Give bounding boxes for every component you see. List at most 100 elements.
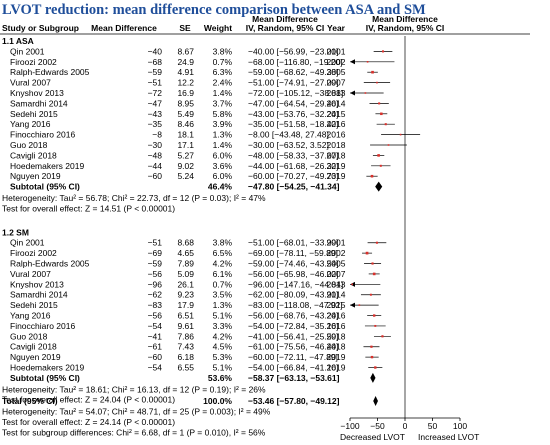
- total-diamond: [373, 396, 378, 406]
- chart-title: LVOT reduction: mean difference comparis…: [2, 2, 426, 18]
- study-mean-difference: −83: [148, 300, 163, 310]
- study-year: 2018: [327, 342, 346, 352]
- group-overall-test: Test for overall effect: Z = 14.51 (P < …: [2, 203, 175, 213]
- study-mean-difference: −40: [148, 46, 163, 56]
- study-weight: 6.0%: [213, 150, 233, 160]
- study-mean-difference: −68: [148, 57, 163, 67]
- study-se: 6.18: [177, 352, 194, 362]
- study-year: 2016: [327, 130, 346, 140]
- study-marker: [399, 133, 402, 136]
- study-marker: [374, 324, 377, 327]
- study-se: 12.2: [177, 78, 194, 88]
- study-ci: −62.00 [−80.09, −43.91]: [248, 290, 339, 300]
- study-marker: [381, 50, 385, 53]
- study-mean-difference: −8: [152, 130, 162, 140]
- study-name: Qin 2001: [10, 46, 45, 56]
- x-tick-label: −50: [370, 421, 385, 431]
- subtotal-weight: 53.6%: [208, 373, 233, 383]
- study-weight: 3.9%: [213, 119, 233, 129]
- study-marker: [378, 102, 381, 105]
- study-ci: −72.00 [−105.12, −38.88]: [248, 88, 343, 98]
- study-weight: 3.7%: [213, 98, 233, 108]
- study-weight: 5.1%: [213, 311, 233, 321]
- study-marker: [384, 123, 387, 126]
- study-marker: [370, 174, 374, 178]
- study-year: 2013: [327, 279, 346, 289]
- subtotal-weight: 46.4%: [208, 182, 233, 192]
- study-name: Yang 2016: [10, 119, 51, 129]
- study-mean-difference: −54: [148, 321, 163, 331]
- study-year: 2019: [327, 161, 346, 171]
- header-se: SE: [179, 23, 191, 33]
- study-mean-difference: −56: [148, 311, 163, 321]
- study-mean-difference: −59: [148, 259, 163, 269]
- study-ci: −54.00 [−72.84, −35.16]: [248, 321, 339, 331]
- study-weight: 6.1%: [213, 269, 233, 279]
- study-se: 7.43: [177, 342, 194, 352]
- x-tick-label: 0: [403, 421, 408, 431]
- subtotal-diamond: [375, 181, 383, 192]
- study-mean-difference: −69: [148, 248, 163, 258]
- study-se: 6.55: [177, 363, 194, 373]
- study-ci: −51.00 [−74.91, −27.09]: [248, 78, 339, 88]
- study-mean-difference: −72: [148, 88, 163, 98]
- study-ci: −40.00 [−56.99, −23.01]: [248, 46, 339, 56]
- header-plot-title: Mean Difference: [372, 14, 438, 24]
- study-year: 2014: [327, 98, 346, 108]
- study-mean-difference: −51: [148, 78, 163, 88]
- study-year: 2002: [327, 57, 346, 67]
- study-marker: [370, 345, 373, 348]
- study-name: Cavigli 2018: [10, 150, 57, 160]
- study-year: 2005: [327, 259, 346, 269]
- study-weight: 3.5%: [213, 290, 233, 300]
- study-name: Nguyen 2019: [10, 352, 61, 362]
- study-mean-difference: −41: [148, 331, 163, 341]
- study-mean-difference: −30: [148, 140, 163, 150]
- total-ci: −53.46 [−57.80, −49.12]: [248, 396, 340, 406]
- ci-arrow: [350, 302, 355, 308]
- study-ci: −48.00 [−58.33, −37.67]: [248, 150, 339, 160]
- study-year: 2015: [327, 300, 346, 310]
- total-heterogeneity: Heterogeneity: Tau² = 54.07; Chi² = 48.7…: [2, 407, 271, 417]
- study-mean-difference: −51: [148, 238, 163, 248]
- study-se: 7.89: [177, 259, 194, 269]
- study-weight: 6.3%: [213, 67, 233, 77]
- study-year: 2007: [327, 78, 346, 88]
- study-weight: 6.5%: [213, 248, 233, 258]
- subtotal-diamond: [370, 372, 376, 383]
- study-se: 17.1: [177, 140, 194, 150]
- study-ci: −59.00 [−68.62, −49.38]: [248, 67, 339, 77]
- subtotal-ci: −58.37 [−63.13, −53.61]: [248, 373, 340, 383]
- study-marker: [351, 283, 353, 286]
- study-marker: [371, 262, 374, 265]
- study-se: 6.51: [177, 311, 194, 321]
- study-year: 2014: [327, 290, 346, 300]
- study-se: 5.24: [177, 171, 194, 181]
- study-mean-difference: −48: [148, 150, 163, 160]
- study-ci: −51.00 [−68.01, −33.99]: [248, 238, 339, 248]
- study-ci: −60.00 [−72.11, −47.89]: [248, 352, 338, 362]
- group-heterogeneity: Heterogeneity: Tau² = 56.78; Chi² = 22.7…: [2, 193, 266, 203]
- study-year: 2005: [327, 67, 346, 77]
- study-se: 8.95: [177, 98, 194, 108]
- study-year: 2016: [327, 321, 346, 331]
- study-se: 17.9: [177, 300, 194, 310]
- study-ci: −56.00 [−68.76, −43.24]: [248, 311, 339, 321]
- study-name: Qin 2001: [10, 238, 45, 248]
- study-marker: [381, 335, 384, 338]
- total-overall-test: Test for overall effect: Z = 24.14 (P < …: [2, 417, 175, 427]
- header-weight: Weight: [204, 23, 232, 33]
- study-ci: −43.00 [−53.76, −32.24]: [248, 109, 339, 119]
- study-weight: 2.4%: [213, 78, 233, 88]
- study-year: 2001: [327, 46, 346, 56]
- x-tick-label: −100: [340, 421, 359, 431]
- study-year: 2007: [327, 269, 346, 279]
- study-name: Firoozi 2002: [10, 248, 57, 258]
- study-marker: [379, 164, 382, 167]
- study-mean-difference: −35: [148, 119, 163, 129]
- group-overall-test: Test for overall effect: Z = 24.04 (P < …: [2, 395, 175, 405]
- study-marker: [380, 112, 383, 116]
- study-marker: [374, 366, 377, 369]
- study-ci: −35.00 [−51.58, −18.42]: [248, 119, 339, 129]
